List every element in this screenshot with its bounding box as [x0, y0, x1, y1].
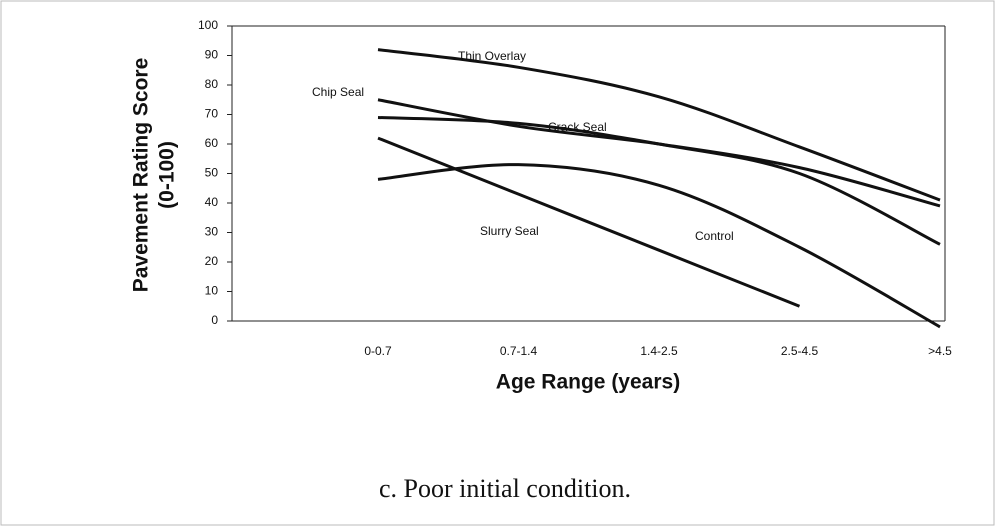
- y-tick-label: 0: [211, 313, 218, 327]
- y-tick-label: 30: [205, 225, 219, 239]
- y-tick-label: 20: [205, 254, 219, 268]
- x-tick-label: >4.5: [928, 344, 952, 358]
- y-tick-label: 50: [205, 166, 219, 180]
- x-tick-label: 2.5-4.5: [781, 344, 819, 358]
- x-axis-title: Age Range (years): [496, 371, 680, 394]
- series-label: Thin Overlay: [458, 49, 526, 63]
- series-line: [377, 136, 801, 308]
- series-label: Control: [695, 229, 734, 243]
- series-label: Chip Seal: [312, 85, 364, 99]
- y-tick-label: 70: [205, 107, 219, 121]
- x-tick-label: 1.4-2.5: [640, 344, 678, 358]
- series-line: [377, 163, 941, 329]
- series-line: [377, 48, 941, 202]
- y-tick-label: 100: [198, 18, 218, 32]
- y-axis-title: Pavement Rating Score: [130, 58, 153, 293]
- x-tick-label: 0.7-1.4: [500, 344, 538, 358]
- y-tick-label: 10: [205, 284, 219, 298]
- y-axis-title: (0-100): [156, 141, 179, 209]
- y-tick-label: 40: [205, 195, 219, 209]
- series-label: Crack Seal: [548, 120, 607, 134]
- series-line: [377, 115, 941, 246]
- y-tick-label: 90: [205, 48, 219, 62]
- series-line: [377, 98, 941, 208]
- y-tick-label: 80: [205, 77, 219, 91]
- caption: c. Poor initial condition.: [379, 474, 631, 503]
- x-tick-label: 0-0.7: [364, 344, 392, 358]
- series-label: Slurry Seal: [480, 224, 539, 238]
- y-tick-label: 60: [205, 136, 219, 150]
